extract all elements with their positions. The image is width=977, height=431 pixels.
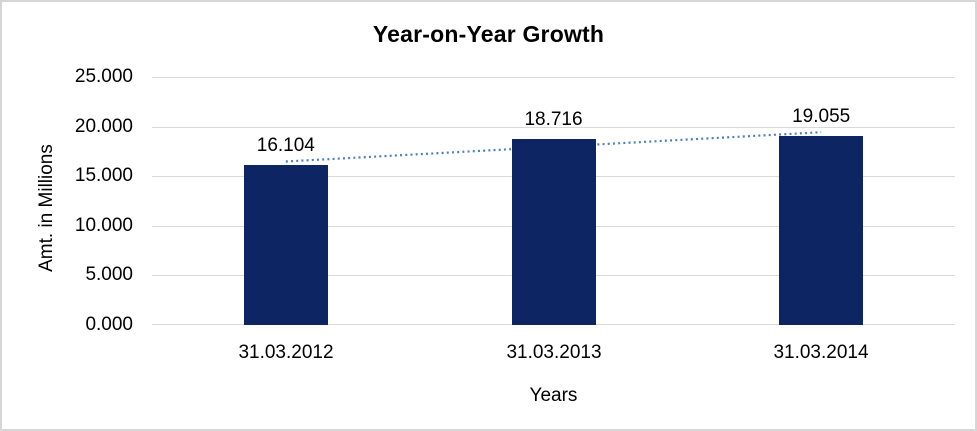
bar-value-label: 16.104 xyxy=(256,135,315,157)
bar-value-label: 19.055 xyxy=(792,105,851,127)
x-tick-label: 31.03.2014 xyxy=(773,342,869,363)
x-tick-label: 31.03.2013 xyxy=(506,342,602,363)
chart-title: Year-on-Year Growth xyxy=(372,21,605,47)
gridline xyxy=(152,77,955,78)
trendline xyxy=(285,131,822,163)
y-tick-label: 10.000 xyxy=(74,215,133,236)
bar-value-label: 18.716 xyxy=(524,109,583,131)
x-tick-label: 31.03.2012 xyxy=(238,342,334,363)
bar-31.03.2014 xyxy=(779,136,864,325)
bar-31.03.2012 xyxy=(243,165,328,325)
y-tick-label: 5.000 xyxy=(85,264,133,285)
bar-31.03.2013 xyxy=(511,139,596,325)
y-tick-label: 15.000 xyxy=(74,165,133,186)
y-tick-label: 0.000 xyxy=(85,314,133,335)
gridline xyxy=(152,127,955,128)
y-tick-label: 20.000 xyxy=(74,116,133,137)
y-tick-label: 25.000 xyxy=(74,66,133,87)
x-axis-title: Years xyxy=(529,385,578,406)
plot-area: 16.104 18.716 19.055 xyxy=(152,77,955,325)
